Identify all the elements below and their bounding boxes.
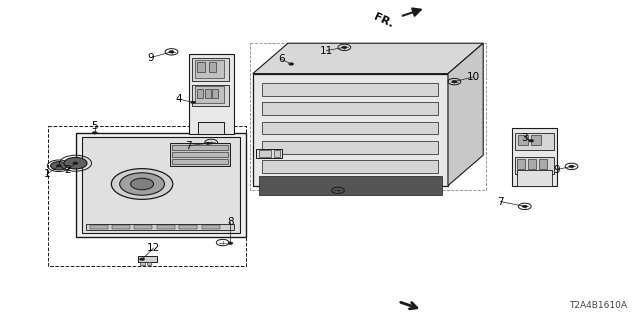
Circle shape — [131, 178, 154, 190]
Bar — [140, 262, 145, 265]
Circle shape — [56, 164, 61, 167]
Bar — [517, 159, 525, 169]
Circle shape — [169, 51, 174, 53]
Circle shape — [64, 157, 87, 169]
Polygon shape — [198, 122, 224, 134]
Circle shape — [205, 142, 211, 145]
Bar — [170, 143, 230, 166]
Bar — [172, 152, 228, 157]
Bar — [197, 89, 203, 98]
Bar — [256, 149, 282, 158]
Bar — [192, 58, 229, 81]
Bar — [259, 176, 442, 195]
Bar — [202, 225, 220, 229]
Circle shape — [92, 132, 97, 134]
Bar — [262, 141, 438, 154]
Circle shape — [452, 80, 457, 83]
Bar — [212, 89, 218, 98]
Circle shape — [529, 140, 534, 142]
Bar — [259, 150, 271, 157]
Circle shape — [120, 173, 164, 195]
Text: 2: 2 — [64, 164, 70, 175]
Polygon shape — [76, 133, 246, 237]
Bar — [112, 225, 130, 229]
Text: 7: 7 — [497, 196, 504, 207]
Text: 10: 10 — [467, 72, 480, 82]
Bar — [195, 60, 224, 78]
Circle shape — [191, 101, 196, 104]
Bar — [195, 86, 224, 103]
Text: 6: 6 — [278, 54, 285, 64]
Bar — [172, 159, 228, 164]
Bar — [197, 62, 205, 72]
Bar — [147, 262, 151, 265]
Bar — [90, 225, 108, 229]
Text: 7: 7 — [186, 140, 192, 151]
Text: T2A4B1610A: T2A4B1610A — [569, 301, 627, 310]
Circle shape — [140, 258, 145, 260]
Bar — [157, 225, 175, 229]
Bar — [172, 145, 228, 150]
Circle shape — [111, 169, 173, 199]
Text: 5: 5 — [92, 121, 98, 132]
Polygon shape — [448, 43, 483, 186]
Bar — [192, 85, 229, 106]
Bar — [134, 225, 152, 229]
Text: 3: 3 — [522, 132, 528, 143]
Circle shape — [51, 162, 67, 170]
Bar — [515, 133, 554, 150]
Polygon shape — [189, 54, 234, 134]
Text: 9: 9 — [147, 52, 154, 63]
Circle shape — [569, 165, 574, 168]
Bar — [262, 122, 438, 134]
Circle shape — [522, 205, 527, 208]
Text: 9: 9 — [554, 164, 560, 175]
Text: 8: 8 — [227, 217, 234, 228]
Polygon shape — [517, 170, 552, 186]
Circle shape — [289, 63, 294, 65]
Bar — [515, 157, 554, 174]
Text: 1: 1 — [44, 169, 50, 180]
Bar — [262, 83, 438, 96]
Bar — [205, 89, 211, 98]
Polygon shape — [512, 128, 557, 186]
Bar — [262, 102, 438, 115]
Bar — [179, 225, 197, 229]
Text: 12: 12 — [147, 243, 160, 253]
Text: 11: 11 — [320, 45, 333, 56]
Polygon shape — [253, 74, 448, 186]
Circle shape — [73, 162, 78, 164]
Bar — [86, 224, 234, 230]
Circle shape — [342, 46, 347, 49]
Text: FR.: FR. — [372, 12, 396, 30]
Bar — [518, 135, 528, 145]
Polygon shape — [82, 137, 240, 233]
Bar — [539, 159, 547, 169]
Bar — [528, 159, 536, 169]
Bar — [274, 150, 280, 157]
Text: 4: 4 — [176, 94, 182, 104]
Bar — [531, 135, 541, 145]
Bar — [209, 62, 216, 72]
Circle shape — [228, 242, 233, 244]
Bar — [262, 160, 438, 173]
Polygon shape — [253, 43, 483, 74]
Bar — [138, 256, 157, 262]
